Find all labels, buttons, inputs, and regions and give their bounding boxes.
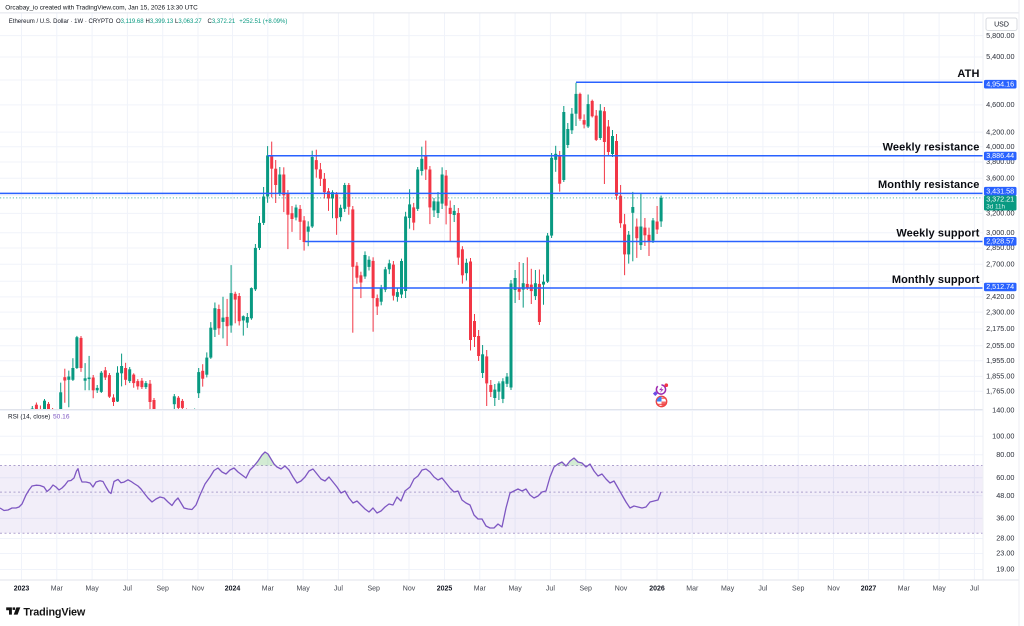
svg-text:H3,399.13: H3,399.13 xyxy=(146,19,174,25)
svg-text:2,512.74: 2,512.74 xyxy=(986,282,1014,291)
svg-text:May: May xyxy=(296,586,310,593)
svg-text:2027: 2027 xyxy=(861,586,877,593)
svg-text:Sep: Sep xyxy=(792,586,805,593)
svg-text:Monthly resistance: Monthly resistance xyxy=(878,179,979,191)
svg-text:Mar: Mar xyxy=(262,586,275,593)
svg-text:Mar: Mar xyxy=(898,586,911,593)
svg-text:3,200.00: 3,200.00 xyxy=(986,209,1014,218)
svg-text:1,955.00: 1,955.00 xyxy=(986,356,1014,365)
svg-text:1,855.00: 1,855.00 xyxy=(986,372,1014,381)
svg-text:RSI (14, close): RSI (14, close) xyxy=(8,414,50,421)
svg-text:2023: 2023 xyxy=(14,586,30,593)
svg-text:23.00: 23.00 xyxy=(996,549,1014,558)
svg-text:Jul: Jul xyxy=(546,586,555,593)
svg-text:Mar: Mar xyxy=(686,586,699,593)
svg-text:May: May xyxy=(721,586,735,593)
svg-text:Weekly support: Weekly support xyxy=(896,227,979,239)
svg-text:2025: 2025 xyxy=(437,586,453,593)
svg-text:USD: USD xyxy=(994,22,1009,29)
svg-text:5,800.00: 5,800.00 xyxy=(986,31,1014,40)
svg-text:Sep: Sep xyxy=(156,586,169,593)
svg-text:2,055.00: 2,055.00 xyxy=(986,341,1014,350)
svg-text:48.00: 48.00 xyxy=(996,491,1014,500)
svg-text:May: May xyxy=(85,586,99,593)
svg-text:Jul: Jul xyxy=(123,586,132,593)
svg-text:L3,063.27: L3,063.27 xyxy=(175,19,202,25)
svg-text:Mar: Mar xyxy=(51,586,64,593)
svg-text:Mar: Mar xyxy=(474,586,487,593)
svg-text:Jul: Jul xyxy=(334,586,343,593)
svg-text:C3,372.21: C3,372.21 xyxy=(208,19,236,25)
svg-text:May: May xyxy=(932,586,946,593)
svg-text:Sep: Sep xyxy=(367,586,380,593)
svg-text:50.16: 50.16 xyxy=(53,414,70,421)
svg-text:2024: 2024 xyxy=(225,586,241,593)
svg-text:2,850.00: 2,850.00 xyxy=(986,243,1014,252)
svg-text:4,600.00: 4,600.00 xyxy=(986,100,1014,109)
svg-text:Orcabay_io created with Tradin: Orcabay_io created with TradingView.com,… xyxy=(5,5,198,12)
svg-text:3d 11h: 3d 11h xyxy=(986,203,1005,210)
svg-text:4,000.00: 4,000.00 xyxy=(986,142,1014,151)
svg-text:2026: 2026 xyxy=(649,586,665,593)
svg-text:2,175.00: 2,175.00 xyxy=(986,324,1014,333)
svg-text:Nov: Nov xyxy=(192,586,205,593)
svg-text:140.00: 140.00 xyxy=(992,406,1014,415)
svg-text:Nov: Nov xyxy=(403,586,416,593)
svg-text:2,420.00: 2,420.00 xyxy=(986,292,1014,301)
svg-text:3,600.00: 3,600.00 xyxy=(986,173,1014,182)
svg-text:19.00: 19.00 xyxy=(996,565,1014,574)
svg-text:+252.51 (+8.09%): +252.51 (+8.09%) xyxy=(239,19,287,25)
svg-text:TradingView: TradingView xyxy=(23,606,86,618)
svg-text:100.00: 100.00 xyxy=(992,432,1014,441)
svg-text:80.00: 80.00 xyxy=(996,450,1014,459)
svg-text:Nov: Nov xyxy=(615,586,628,593)
svg-text:3,431.58: 3,431.58 xyxy=(986,186,1014,195)
svg-text:Jul: Jul xyxy=(758,586,767,593)
svg-text:May: May xyxy=(508,586,522,593)
svg-text:5,400.00: 5,400.00 xyxy=(986,52,1014,61)
svg-text:2,700.00: 2,700.00 xyxy=(986,259,1014,268)
svg-text:4,200.00: 4,200.00 xyxy=(986,127,1014,136)
svg-text:Nov: Nov xyxy=(827,586,840,593)
svg-text:O3,119.68: O3,119.68 xyxy=(116,19,144,25)
svg-text:1,765.00: 1,765.00 xyxy=(986,387,1014,396)
svg-text:Sep: Sep xyxy=(579,586,592,593)
svg-text:3,886.44: 3,886.44 xyxy=(986,151,1014,160)
svg-text:Weekly resistance: Weekly resistance xyxy=(883,142,980,154)
svg-text:4,954.16: 4,954.16 xyxy=(986,79,1014,88)
svg-text:3,000.00: 3,000.00 xyxy=(986,228,1014,237)
svg-text:36.00: 36.00 xyxy=(996,514,1014,523)
svg-text:ATH: ATH xyxy=(957,68,979,80)
svg-text:2,300.00: 2,300.00 xyxy=(986,307,1014,316)
svg-text:3,800.00: 3,800.00 xyxy=(986,157,1014,166)
svg-text:Jul: Jul xyxy=(970,586,979,593)
svg-text:Ethereum / U.S. Dollar · 1W ·: Ethereum / U.S. Dollar · 1W · CRYPTO xyxy=(9,19,114,25)
svg-text:2,928.57: 2,928.57 xyxy=(986,237,1014,246)
svg-text:28.00: 28.00 xyxy=(996,534,1014,543)
svg-text:60.00: 60.00 xyxy=(996,473,1014,482)
svg-text:3,372.21: 3,372.21 xyxy=(986,195,1014,204)
svg-text:Monthly support: Monthly support xyxy=(892,274,980,286)
